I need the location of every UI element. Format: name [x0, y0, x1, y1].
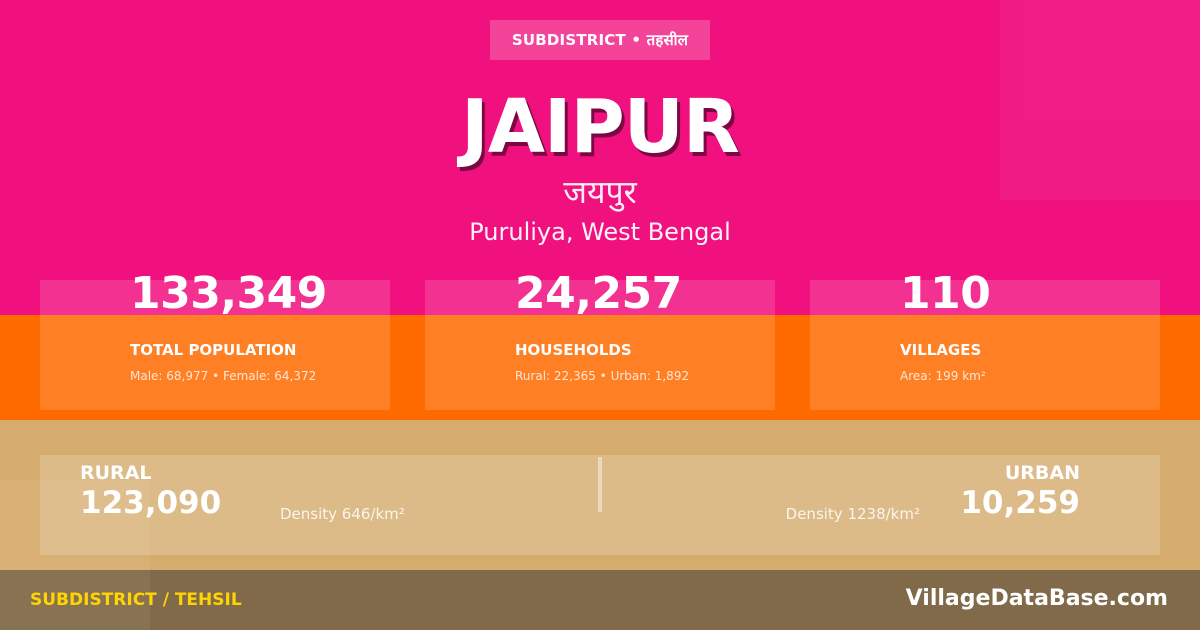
stat-card-population: 133,349 TOTAL POPULATION Male: 68,977 • …	[40, 268, 390, 410]
type-badge: SUBDISTRICT • तहसील	[490, 20, 710, 60]
urban-value: 10,259	[960, 485, 1080, 521]
stat-value: 133,349	[130, 268, 327, 319]
urban-density: Density 1238/km²	[785, 505, 920, 523]
stat-value: 24,257	[515, 268, 682, 319]
rural-density: Density 646/km²	[280, 505, 405, 523]
rural-urban-card: RURAL 123,090 Density 646/km² Density 12…	[40, 455, 1160, 555]
decorative-square	[0, 480, 150, 630]
stat-label: TOTAL POPULATION	[130, 341, 297, 359]
rural-label: RURAL	[80, 462, 152, 484]
stat-subtext: Rural: 22,365 • Urban: 1,892	[515, 369, 690, 383]
site-logo: VillageDataBase.com	[905, 586, 1168, 611]
stat-value: 110	[900, 268, 991, 319]
rural-urban-band	[0, 420, 1200, 570]
page-title: JAIPUR	[461, 84, 740, 170]
stat-subtext: Male: 68,977 • Female: 64,372	[130, 369, 317, 383]
header-band	[0, 0, 1200, 315]
stat-label: HOUSEHOLDS	[515, 341, 632, 359]
stats-band	[0, 315, 1200, 420]
stat-card-households: 24,257 HOUSEHOLDS Rural: 22,365 • Urban:…	[425, 268, 775, 410]
rural-value: 123,090	[80, 485, 222, 521]
urban-label: URBAN	[1004, 462, 1080, 484]
stat-card-villages: 110 VILLAGES Area: 199 km²	[810, 268, 1160, 410]
decorative-square	[1000, 0, 1200, 200]
divider	[598, 457, 602, 512]
footer-band	[0, 570, 1200, 630]
footer-category: SUBDISTRICT / TEHSIL	[30, 590, 242, 610]
location-subtitle: Puruliya, West Bengal	[469, 218, 731, 246]
local-name: जयपुर	[563, 173, 637, 211]
stat-label: VILLAGES	[900, 341, 982, 359]
stat-subtext: Area: 199 km²	[900, 369, 986, 383]
